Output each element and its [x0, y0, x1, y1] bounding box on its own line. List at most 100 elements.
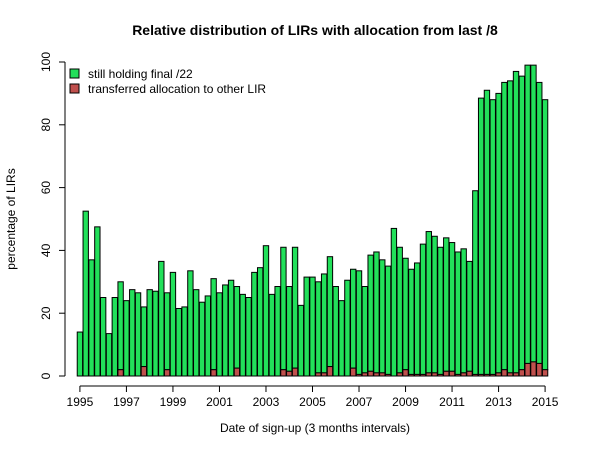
bar-transferred — [413, 373, 421, 377]
bar-held — [274, 286, 281, 377]
bar-transferred — [419, 373, 427, 377]
bar-held — [466, 260, 473, 372]
x-tick-label: 2005 — [299, 395, 326, 409]
bar-held — [129, 289, 136, 377]
bar-held — [379, 259, 386, 374]
bar-held — [350, 268, 357, 369]
x-tick-label: 1997 — [113, 395, 140, 409]
bar-transferred — [501, 369, 508, 377]
bar-transferred — [373, 372, 380, 377]
x-tick-label: 1995 — [67, 395, 94, 409]
bar-transferred — [379, 372, 386, 377]
bar-held — [291, 246, 299, 369]
bar-transferred — [233, 367, 241, 377]
bar-held — [140, 306, 148, 368]
bar-transferred — [518, 369, 526, 377]
bar-held — [402, 257, 409, 371]
bar-transferred — [477, 373, 485, 377]
bar-transferred — [541, 369, 549, 377]
bar-held — [105, 333, 113, 377]
bar-transferred — [350, 367, 357, 377]
bar-held — [163, 292, 171, 371]
bar-held — [146, 289, 153, 377]
bar-held — [88, 259, 95, 377]
bar-transferred — [524, 362, 531, 377]
bar-transferred — [210, 369, 217, 377]
x-tick-label: 2009 — [392, 395, 419, 409]
bar-transferred — [454, 373, 462, 377]
bar-held — [256, 267, 264, 377]
bar-transferred — [448, 370, 456, 377]
x-axis: 1995 1997 1999 2001 2003 2005 2007 2009 2011 2013… — [67, 385, 559, 409]
bar-transferred — [320, 372, 328, 377]
bar-transferred — [315, 372, 322, 377]
bar-held — [361, 286, 369, 374]
bar-held — [262, 245, 270, 377]
x-tick-label: 2015 — [532, 395, 559, 409]
bar-transferred — [408, 373, 415, 377]
y-tick-label: 100 — [39, 52, 53, 72]
bar-held — [193, 289, 200, 377]
bar-held — [134, 292, 142, 377]
bar-held — [111, 297, 118, 377]
plot-bars — [76, 64, 549, 377]
bar-held — [268, 293, 275, 377]
x-tick-label: 2003 — [253, 395, 280, 409]
bar-held — [472, 190, 479, 375]
bar-transferred — [140, 366, 148, 377]
bar-transferred — [280, 369, 287, 377]
bar-held — [216, 292, 223, 377]
bar-held — [152, 290, 159, 377]
legend-label: still holding final /22 — [88, 67, 193, 81]
bar-held — [355, 270, 363, 375]
bar-held — [326, 256, 334, 368]
bar-held — [280, 246, 287, 371]
x-tick-label: 1999 — [160, 395, 187, 409]
bar-held — [373, 251, 380, 374]
bar-held — [454, 251, 462, 375]
bar-held — [315, 281, 322, 374]
x-tick-label: 2013 — [485, 395, 512, 409]
bar-held — [309, 276, 316, 377]
x-tick-label: 2011 — [439, 395, 465, 409]
y-tick-label: 60 — [39, 181, 53, 195]
bar-held — [222, 284, 229, 377]
bar-transferred — [396, 372, 403, 377]
bar-transferred — [163, 369, 171, 377]
bar-transferred — [326, 366, 334, 377]
bar-held — [175, 307, 182, 377]
bar-held — [233, 286, 241, 369]
bar-transferred — [367, 370, 374, 377]
bar-transferred — [117, 369, 124, 377]
bar-held — [169, 271, 177, 377]
bar-held — [344, 279, 351, 377]
bar-held — [297, 304, 305, 377]
bar-held — [437, 246, 444, 375]
bar-transferred — [437, 373, 444, 377]
chart-title: Relative distribution of LIRs with alloc… — [132, 22, 498, 38]
bar-transferred — [466, 370, 473, 377]
bar-held — [76, 331, 84, 377]
bar-transferred — [384, 373, 392, 377]
bar-held — [512, 70, 520, 374]
bar-held — [425, 231, 432, 374]
y-tick-label: 20 — [39, 306, 53, 320]
bar-transferred — [460, 372, 467, 377]
bar-transferred — [355, 373, 363, 377]
bar-held — [518, 75, 526, 371]
bar-transferred — [472, 373, 479, 377]
bar-held — [123, 300, 130, 377]
bar-held — [396, 246, 403, 374]
legend-swatch — [69, 83, 80, 94]
bar-held — [338, 300, 345, 377]
bar-held — [495, 92, 502, 374]
bar-held — [524, 64, 531, 364]
bar-held — [390, 227, 398, 377]
bar-transferred — [402, 369, 409, 377]
bar-held — [443, 237, 450, 372]
bar-held — [460, 248, 467, 374]
bar-held — [413, 262, 421, 375]
bar-held — [384, 265, 392, 375]
y-tick-label: 40 — [39, 243, 53, 257]
